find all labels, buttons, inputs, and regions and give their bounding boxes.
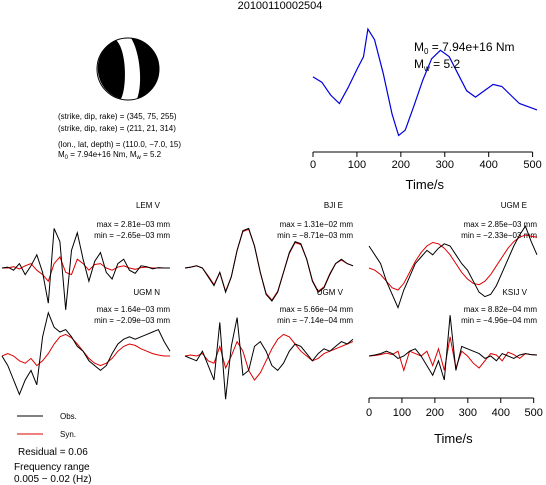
synthetic-waveform — [368, 336, 538, 373]
waveform-panel: BJI E max = 1.31e−02 mm min = −8.71e−03 mm — [184, 201, 354, 302]
stf-tick-label: 0 — [310, 159, 316, 171]
synthetic-waveform — [184, 333, 354, 381]
stf-tick-label: 100 — [348, 159, 366, 171]
max-amplitude-label: max = 8.82e−04 mm — [464, 305, 538, 314]
min-amplitude-label: min = −7.14e−04 mm — [277, 316, 353, 325]
frequency-range-value: 0.005 − 0.02 (Hz) — [14, 474, 92, 485]
moment-magnitude-line: M0 = 7.94e+16 Nm, Mw = 5.2 — [58, 150, 162, 161]
stf-mw-annotation: Mw = 5.2 — [414, 57, 460, 73]
stf-tick-label: 300 — [436, 159, 454, 171]
nodal-plane-1: (strike, dip, rake) = (345, 75, 255) — [58, 112, 177, 121]
time-axis-tick-label: 100 — [393, 407, 411, 419]
synthetic-waveform — [1, 333, 170, 367]
source-time-function-chart: 0 100 200 300 400 500 Time/s — [310, 27, 542, 192]
waveform-panels: LEM V max = 2.81e−03 mm min = −2.65e−03 mm… — [1, 201, 538, 400]
observed-waveform — [368, 225, 538, 309]
observed-waveform — [184, 227, 354, 302]
nodal-plane-2: (strike, dip, rake) = (211, 21, 314) — [58, 124, 176, 133]
max-amplitude-label: max = 2.81e−03 mm — [97, 220, 171, 229]
synthetic-waveform — [2, 256, 170, 283]
stf-m0-annotation: M0 = 7.94e+16 Nm — [414, 40, 515, 56]
residual-label: Residual = 0.06 — [18, 447, 88, 458]
max-amplitude-label: max = 1.31e−02 mm — [280, 220, 354, 229]
frequency-range-label: Frequency range — [14, 462, 90, 473]
stf-tick-label: 400 — [480, 159, 498, 171]
waveform-panel: LEM V max = 2.81e−03 mm min = −2.65e−03 mm — [1, 201, 171, 310]
stf-line — [312, 27, 538, 137]
time-axis-label: Time/s — [434, 431, 473, 446]
station-label: LEM V — [136, 201, 161, 210]
beachball-icon — [96, 37, 160, 101]
legend-syn-label: Syn. — [60, 430, 76, 439]
min-amplitude-label: min = −2.09e−03 mm — [94, 316, 170, 325]
event-title: 20100110002504 — [238, 0, 323, 12]
station-label: UGM V — [317, 288, 344, 297]
waveform-panel: UGM V max = 5.66e−04 mm min = −7.14e−04 mm — [184, 288, 354, 400]
stf-tick-label: 500 — [523, 159, 541, 171]
min-amplitude-label: min = −8.71e−03 mm — [277, 231, 353, 240]
waveform-panel: UGM N max = 1.64e−03 mm min = −2.09e−03 mm — [1, 288, 171, 396]
observed-waveform — [184, 317, 354, 400]
observed-waveform — [1, 228, 170, 310]
observed-waveform — [1, 311, 171, 396]
time-axis-tick-label: 300 — [459, 407, 477, 419]
synthetic-waveform — [368, 234, 538, 291]
time-axis-tick-label: 500 — [525, 407, 543, 419]
min-amplitude-label: min = −4.96e−04 mm — [461, 316, 537, 325]
max-amplitude-label: max = 5.66e−04 mm — [280, 305, 354, 314]
station-label: BJI E — [324, 201, 343, 210]
stf-x-axis-label: Time/s — [406, 177, 445, 192]
max-amplitude-label: max = 2.85e−03 mm — [464, 220, 538, 229]
time-axis-tick-label: 200 — [426, 407, 444, 419]
time-axis-tick-label: 0 — [366, 407, 372, 419]
legend-obs-label: Obs. — [60, 412, 77, 421]
legend: Obs. Syn. — [17, 412, 77, 439]
stf-tick-label: 200 — [392, 159, 410, 171]
max-amplitude-label: max = 1.64e−03 mm — [97, 305, 171, 314]
min-amplitude-label: min = −2.65e−03 mm — [94, 231, 170, 240]
waveform-panel: KSIJ V max = 8.82e−04 mm min = −4.96e−04 m… — [368, 288, 538, 381]
time-axis-tick-label: 400 — [492, 407, 510, 419]
observed-waveform — [368, 315, 538, 381]
station-label: UGM E — [501, 201, 527, 210]
station-label: UGM N — [133, 288, 160, 297]
min-amplitude-label: min = −2.33e−03 mm — [461, 231, 537, 240]
waveform-panel: UGM E max = 2.85e−03 mm min = −2.33e−03 mm — [368, 201, 538, 309]
station-label: KSIJ V — [503, 288, 528, 297]
hypocenter-location: (lon., lat, depth) = (110.0, −7.0, 15) — [58, 140, 181, 149]
waveform-time-axis: 0 100 200 300 400 500 Time/s — [366, 397, 543, 446]
